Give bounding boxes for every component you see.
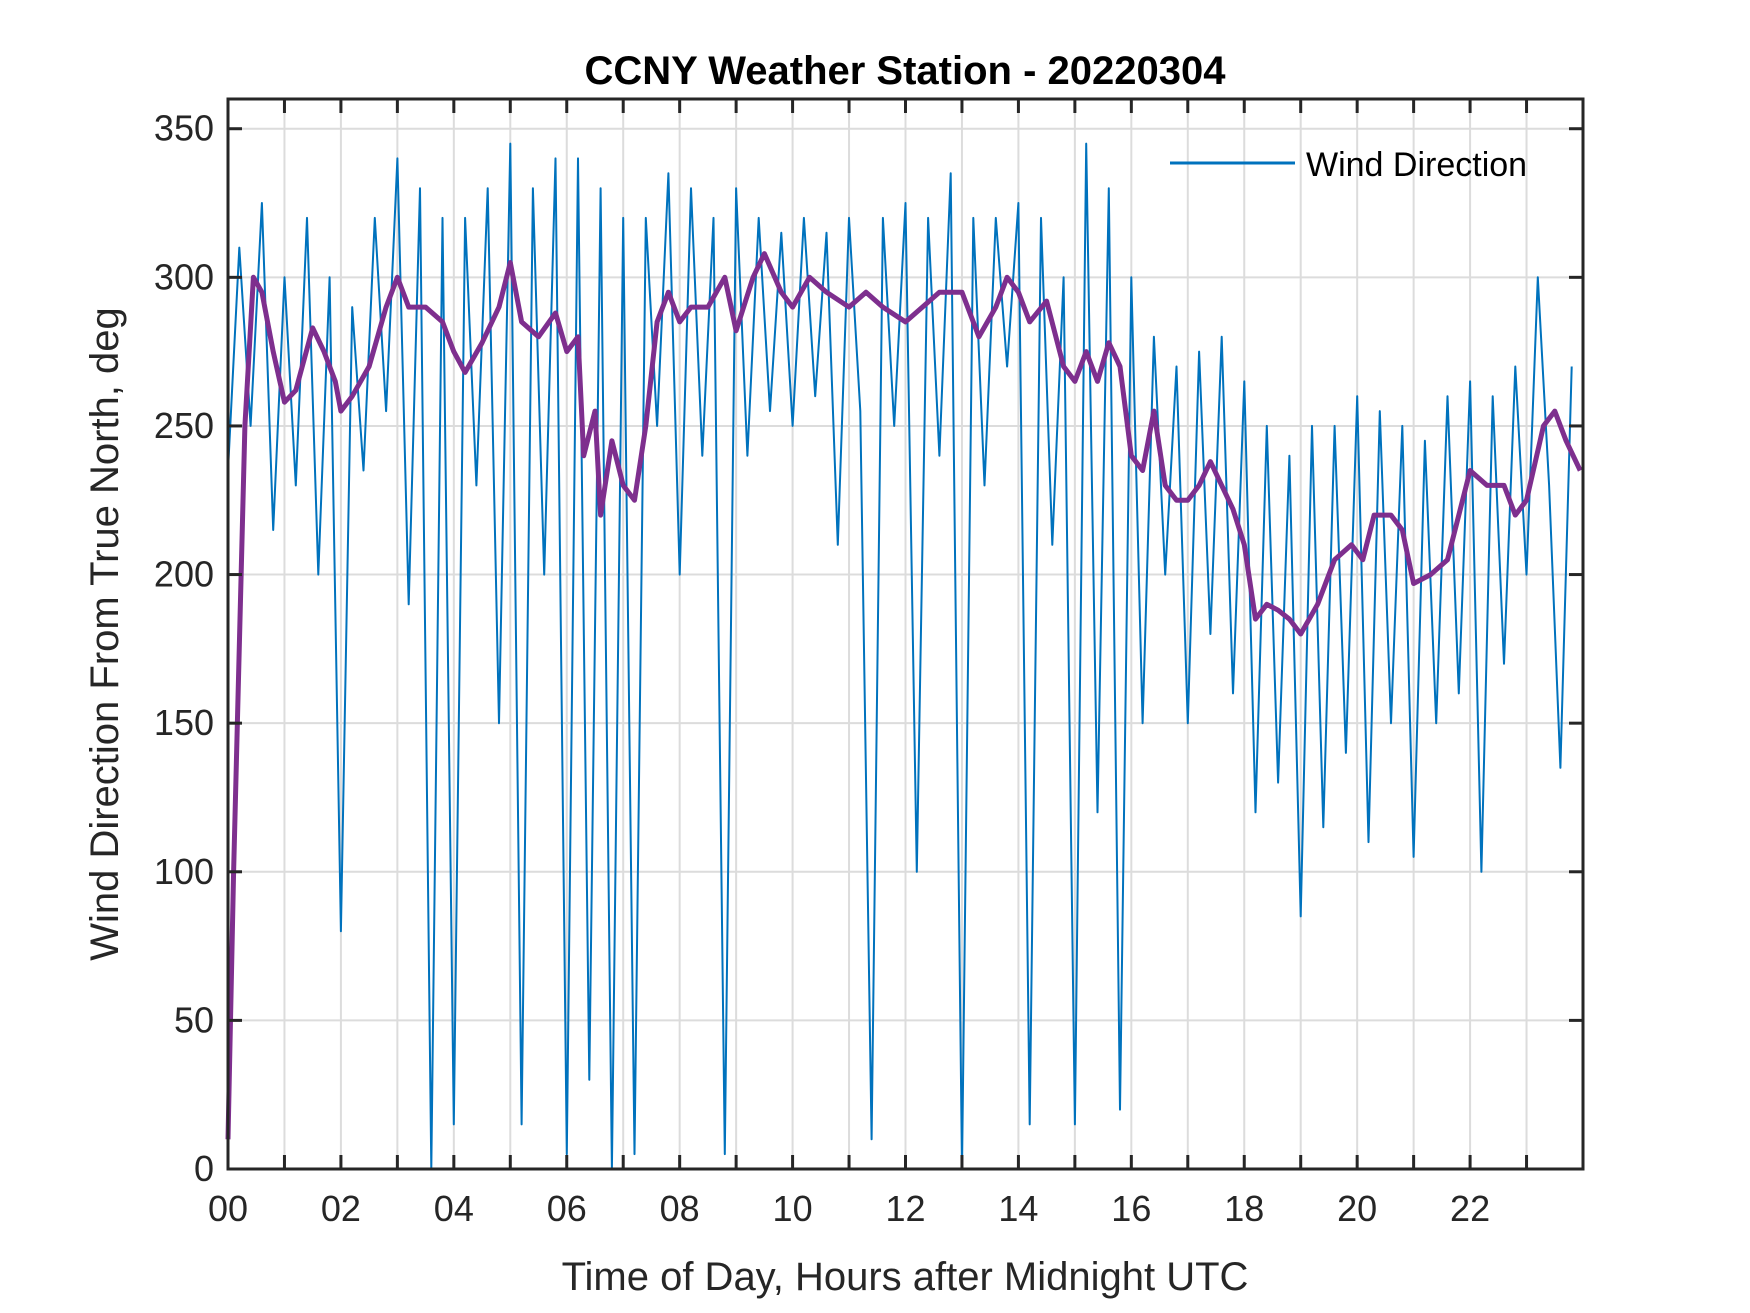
tick-marks — [228, 99, 1583, 1171]
x-tick-label: 06 — [547, 1188, 587, 1229]
legend: Wind Direction — [1170, 146, 1527, 184]
x-tick-label: 22 — [1450, 1188, 1490, 1229]
series-group — [225, 142, 1583, 1170]
x-tick-label: 08 — [660, 1188, 700, 1229]
legend-label-wind-direction: Wind Direction — [1306, 146, 1527, 184]
y-tick-label: 150 — [154, 702, 214, 743]
x-tick-label: 14 — [998, 1188, 1038, 1229]
x-tick-label: 02 — [321, 1188, 361, 1229]
y-tick-label: 100 — [154, 851, 214, 892]
x-tick-label: 10 — [773, 1188, 813, 1229]
x-tick-label: 12 — [885, 1188, 925, 1229]
x-tick-label: 16 — [1111, 1188, 1151, 1229]
y-tick-label: 350 — [154, 108, 214, 149]
y-axis-label: Wind Direction From True North, deg — [83, 307, 127, 961]
y-tick-label: 300 — [154, 256, 214, 297]
y-tick-label: 50 — [174, 999, 214, 1040]
y-tick-label: 0 — [194, 1148, 214, 1189]
y-tick-labels: 0 50 100 150 200 250 300 350 — [154, 108, 214, 1189]
y-tick-label: 200 — [154, 554, 214, 595]
x-axis-label: Time of Day, Hours after Midnight UTC — [562, 1255, 1249, 1299]
x-tick-labels: 00 02 04 06 08 10 12 14 16 18 20 22 — [208, 1188, 1490, 1229]
series-line-wind-direction — [227, 142, 1573, 1170]
x-tick-label: 20 — [1337, 1188, 1377, 1229]
series-line-smoothed — [225, 251, 1583, 1140]
x-tick-label: 00 — [208, 1188, 248, 1229]
y-tick-label: 250 — [154, 405, 214, 446]
chart-title: CCNY Weather Station - 20220304 — [585, 49, 1227, 93]
x-tick-label: 18 — [1224, 1188, 1264, 1229]
x-tick-label: 04 — [434, 1188, 474, 1229]
